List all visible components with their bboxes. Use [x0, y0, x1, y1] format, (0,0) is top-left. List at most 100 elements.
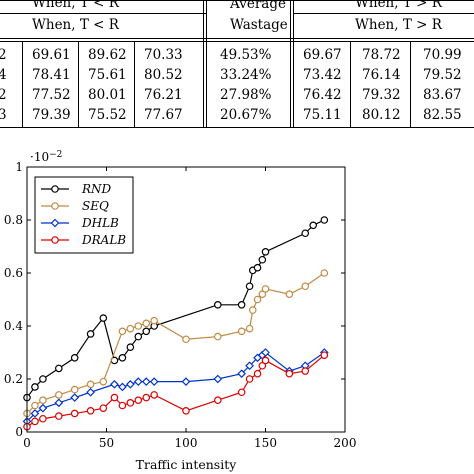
y-tick-label: 1	[15, 160, 23, 174]
data-point-rnd	[214, 301, 222, 309]
y-tick-label: 0.4	[4, 319, 23, 333]
data-point-seq	[150, 316, 159, 325]
header-right-sub: When, T > R	[355, 17, 442, 33]
data-point-seq	[261, 285, 270, 293]
data-point-rnd	[320, 216, 329, 224]
series-line-seq	[26, 272, 325, 414]
table-top-rule	[0, 0, 474, 1]
data-point-rnd	[70, 354, 79, 362]
data-point-rnd	[142, 327, 151, 336]
header-avg-line2: Wastage	[230, 17, 288, 33]
data-point-dhlb	[133, 377, 143, 386]
row-1-f: 70.99	[423, 47, 462, 63]
data-point-dhlb	[110, 379, 119, 389]
tick-labels: 0 50 100 150 200 0 0.2 0.4 0.6 0.8 1	[4, 160, 357, 450]
row-3-f: 83.67	[423, 87, 462, 103]
data-point-dhlb	[237, 369, 246, 379]
data-point-rnd	[39, 375, 47, 383]
legend-label-dralb: DRALB	[81, 233, 126, 247]
row-4-f: 82.55	[423, 107, 462, 123]
data-point-dralb	[320, 351, 329, 359]
data-point-rnd	[86, 330, 95, 338]
y-tick-label: 0.6	[4, 266, 23, 280]
row-2-d: 73.42	[303, 67, 342, 83]
data-point-dhlb	[245, 361, 254, 371]
data-point-dralb	[118, 401, 127, 410]
data-point-dralb	[70, 409, 79, 418]
row-3-e: 79.32	[362, 87, 401, 103]
legend-marker-rnd	[51, 185, 59, 193]
series-rnd	[23, 216, 329, 402]
data-point-dralb	[150, 391, 159, 399]
row-1-a: 69.61	[32, 47, 71, 63]
data-point-dhlb	[30, 409, 40, 418]
data-point-dralb	[134, 396, 143, 405]
data-point-dhlb	[141, 377, 151, 386]
data-point-rnd	[126, 343, 135, 352]
col-sep-6	[350, 42, 351, 128]
row-4-w: 20.67%	[220, 107, 272, 123]
data-point-rnd	[309, 221, 318, 230]
data-point-rnd	[253, 263, 262, 272]
col-sep-3	[134, 42, 135, 128]
data-point-seq	[237, 327, 246, 336]
legend-marker-dhlb	[50, 218, 60, 228]
data-point-seq	[134, 322, 143, 330]
series-dhlb	[22, 348, 329, 426]
data-point-dhlb	[261, 348, 270, 357]
row-1-label: 2	[0, 47, 7, 63]
row-4-e: 80.12	[362, 107, 401, 123]
legend: RND SEQ DHLB DRALB	[34, 176, 134, 254]
series-dralb	[23, 351, 329, 431]
header-rule-left	[0, 13, 206, 14]
x-tick-label: 100	[175, 436, 198, 450]
data-point-seq	[31, 401, 39, 410]
data-point-seq	[253, 295, 262, 304]
header-right-top: When, T > R	[355, 0, 442, 11]
data-point-dralb	[39, 414, 47, 423]
data-point-rnd	[99, 314, 108, 322]
series-line-dhlb	[26, 351, 325, 422]
data-point-seq	[245, 324, 254, 333]
row-4-b: 75.52	[88, 107, 127, 123]
data-point-dralb	[214, 396, 222, 405]
data-point-dralb	[126, 399, 135, 407]
row-1-b: 89.62	[88, 47, 127, 63]
data-point-dralb	[182, 406, 190, 415]
row-1-w: 49.53%	[220, 47, 272, 63]
row-2-label: 4	[0, 67, 7, 83]
data-point-seq	[285, 290, 294, 299]
legend-label-seq: SEQ	[82, 199, 109, 213]
y-tick-label: 0	[15, 425, 23, 439]
x-tick-label: 200	[334, 436, 357, 450]
data-point-dhlb	[70, 393, 80, 402]
row-1-e: 78.72	[362, 47, 401, 63]
data-point-dralb	[237, 388, 246, 397]
data-point-seq	[126, 324, 135, 333]
plot-frame	[26, 166, 346, 433]
data-point-dralb	[110, 393, 119, 402]
series-seq	[23, 269, 329, 418]
legend-marker-dralb	[51, 236, 59, 244]
data-point-dhlb	[86, 387, 95, 397]
data-point-dralb	[86, 406, 95, 415]
data-point-dhlb	[181, 377, 191, 386]
traffic-chart: 0 50 100 150 200 0 0.2 0.4 0.6 0.8 1 ·10−2 Traffic…	[4, 150, 357, 472]
data-point-seq	[86, 380, 95, 389]
row-4-a: 79.39	[32, 107, 71, 123]
data-point-seq	[182, 335, 190, 344]
row-3-a: 77.52	[32, 87, 71, 103]
data-point-rnd	[258, 255, 267, 264]
col-sep-5b	[293, 0, 294, 128]
data-point-dhlb	[149, 377, 159, 386]
row-4-d: 75.11	[303, 107, 342, 123]
row-2-a: 78.41	[32, 67, 71, 83]
data-point-dralb	[261, 356, 270, 365]
data-point-seq	[258, 290, 267, 299]
data-point-seq	[99, 377, 108, 386]
row-3-label: 2	[0, 87, 7, 103]
data-point-dhlb	[38, 403, 48, 413]
x-tick-label: 150	[254, 436, 277, 450]
header-avg-line1: Average	[230, 0, 286, 12]
y-tick-label: 0.8	[4, 213, 23, 227]
